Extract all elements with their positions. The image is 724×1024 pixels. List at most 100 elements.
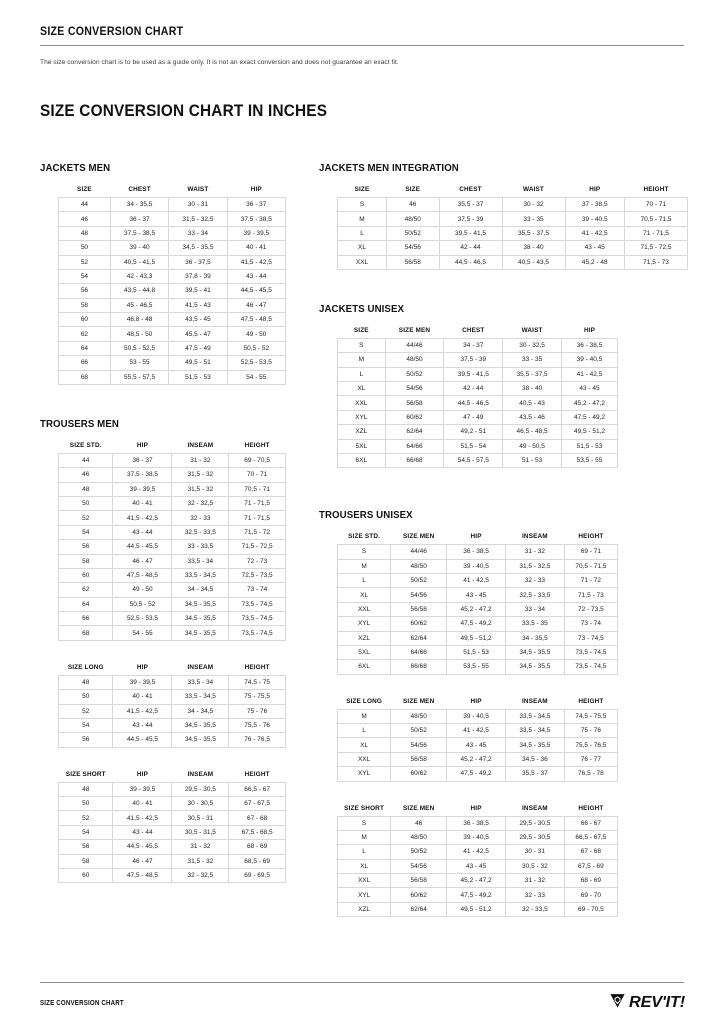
table-row: 52 41,5 - 42,5 30,5 - 31 67 - 68: [57, 810, 286, 826]
table-row: 62 48,5 - 50 45,5 - 47 49 - 50: [58, 326, 287, 342]
table-header-row: SIZE SIZE MEN CHEST WAIST HIP: [338, 324, 618, 339]
table-cell: 35,5 - 37: [438, 196, 503, 213]
table-cell: 50/52: [384, 366, 445, 383]
section-title-jackets-unisex: JACKETS UNISEX: [319, 302, 405, 315]
table-cell: 41,5 - 42,5: [226, 254, 287, 270]
table-cell: XXL: [336, 751, 392, 768]
table-row: XYL 60/62 47,5 - 49,2 33,5 - 35 73 - 74: [336, 616, 619, 632]
table-row: L 50/52 39,5 - 41,5 35,5 - 37,5 41 - 42,5: [337, 366, 619, 383]
column-header: HIP: [136, 441, 149, 449]
table-cell: 50/52: [390, 844, 448, 860]
table-cell: 75 - 76: [563, 722, 619, 739]
table-cell: 39 - 39,5: [226, 225, 287, 242]
table-cell: XYL: [336, 887, 392, 903]
table-cell: 66: [58, 355, 111, 371]
column-header: WAIST: [187, 186, 209, 193]
table-cell: 32 - 33: [504, 887, 565, 903]
table-cell: 39,5 - 41,5: [438, 225, 503, 242]
table-cell: 50: [57, 689, 114, 705]
table-cell: 76,5 - 78: [563, 766, 619, 782]
table-cell: 53 - 55: [109, 355, 170, 371]
table-cell: 47,5 - 49,2: [446, 766, 506, 782]
table-cell: S: [337, 337, 386, 354]
table-cell: 36 - 37: [109, 211, 170, 227]
table-cell: 39 - 39,5: [112, 781, 173, 798]
column-header: INSEAM: [187, 441, 214, 449]
table-cell: 33 - 35: [502, 352, 562, 368]
table-cell: 32 - 32,5: [171, 495, 230, 512]
table-cell: 35,5 - 37,5: [502, 366, 562, 383]
table-row: 58 45 - 46,5 41,5 - 43 46 - 47: [58, 297, 287, 314]
table-cell: 50: [57, 795, 114, 812]
shield-icon: [609, 992, 626, 1014]
table-cell: 52: [57, 703, 114, 719]
table-cell: 34,5 - 35,5: [171, 625, 230, 641]
table-cell: 69 - 70: [563, 887, 619, 903]
table-cell: 71 - 71,5: [228, 495, 286, 512]
table-cell: 54/56: [390, 587, 448, 603]
table-cell: 50/52: [390, 722, 448, 739]
table-cell: 39 - 40,5: [564, 211, 625, 227]
table-cell: 36 - 38,5: [446, 544, 506, 560]
table-cell: M: [337, 211, 387, 227]
table-cell: 37,5 - 39: [443, 352, 504, 368]
table-row: 58 46 - 47 33,5 - 34 72 - 73: [57, 553, 286, 569]
table-cell: 66: [57, 610, 114, 627]
table-row: 48 37,5 - 38,5 33 - 34 39 - 39,5: [58, 225, 287, 242]
table-cell: 46 - 47: [112, 553, 173, 569]
table-row: 54 42 - 43,3 37,8 - 39 43 - 44: [58, 268, 287, 285]
column-header: CHEST: [459, 186, 482, 193]
column-header: SIZE SHORT: [344, 804, 385, 812]
table-cell: 40,5 - 43,5: [501, 254, 566, 270]
table-row: M 48/50 39 - 40,5 29,5 - 30,5 66,5 - 67,5: [336, 829, 619, 846]
table-cell: 64: [57, 596, 114, 613]
column-header: WAIST: [521, 326, 543, 334]
table-row: 58 46 - 47 31,5 - 32 68,5 - 69: [57, 853, 286, 869]
table-cell: 50,5 - 52: [112, 596, 173, 613]
table-cell: 42 - 43,3: [109, 268, 170, 285]
table-cell: 44,5 - 45,5: [112, 839, 173, 855]
table-cell: 62/64: [384, 424, 445, 440]
table-row: S 46 36 - 38,5 29,5 - 30,5 66 - 67: [336, 815, 619, 831]
table-row: L 50/52 41 - 42,5 32 - 33 71 - 72: [336, 572, 619, 589]
table-cell: 40 - 41: [112, 689, 173, 705]
table-cell: 33 - 34: [504, 601, 565, 618]
section-trousers-men: TROUSERS MEN SIZE STD. HIP INSEAM HEIGHT 44 3…: [40, 418, 293, 884]
table-cell: 51 - 53: [502, 452, 562, 469]
table-cell: 73,5 - 74,5: [228, 596, 286, 613]
table-cell: 39 - 40,5: [446, 708, 506, 725]
table-cell: 29,5 - 30,5: [171, 781, 230, 798]
table-cell: 33 - 34: [168, 225, 228, 242]
table-cell: 48: [57, 781, 114, 798]
table-cell: 56/58: [384, 395, 445, 411]
table-cell: 47,5 - 48,5: [112, 867, 173, 884]
table-cell: 47 - 49: [443, 409, 504, 426]
table-cell: 44,5 - 46,5: [438, 254, 503, 270]
table-cell: 73,5 - 74,5: [228, 625, 286, 641]
table-cell: 43 - 45: [446, 858, 506, 875]
table-cell: XL: [336, 858, 392, 875]
table-cell: 49 - 50: [226, 326, 287, 342]
right-column: JACKETS MEN INTEGRATION SIZE SIZE CHEST WAI…: [319, 162, 688, 934]
table-row: L 50/52 41 - 42,5 33,5 - 34,5 75 - 76: [336, 722, 619, 739]
column-header: HIP: [589, 186, 601, 193]
table-row: 64 50,5 - 52,5 47,5 - 49 50,5 - 52: [58, 340, 287, 357]
column-header: INSEAM: [522, 697, 548, 705]
table-cell: 39 - 40,5: [446, 558, 506, 575]
table-cell: L: [336, 722, 392, 739]
table-cell: 49,5 - 51,2: [446, 630, 506, 646]
table-cell: 47,5 - 49: [168, 340, 228, 357]
table-row: XL 54/56 42 - 44 38 - 40 43 - 45 71,5 - 72,5: [337, 240, 688, 256]
table-cell: 43 - 45: [560, 380, 619, 397]
table-cell: 46,8 - 48: [109, 311, 170, 328]
table-row: 52 41,5 - 42,5 32 - 33 71 - 71,5: [57, 510, 286, 526]
table-cell: 39,5 - 41,5: [443, 366, 504, 383]
table-cell: 31 - 32: [504, 544, 565, 560]
table-cell: 70,5 - 71: [228, 481, 286, 498]
table-cell: 75,5 - 76: [228, 717, 286, 734]
content-columns: JACKETS MEN SIZE CHEST WAIST HIP 44 34 - 35,5…: [40, 162, 688, 934]
table-cell: 45,2 - 48: [564, 254, 625, 270]
table-row: 68 54 - 55 34,5 - 35,5 73,5 - 74,5: [57, 625, 286, 641]
table-cell: 40 - 41: [112, 495, 173, 512]
table-cell: 43 - 45: [446, 737, 506, 753]
